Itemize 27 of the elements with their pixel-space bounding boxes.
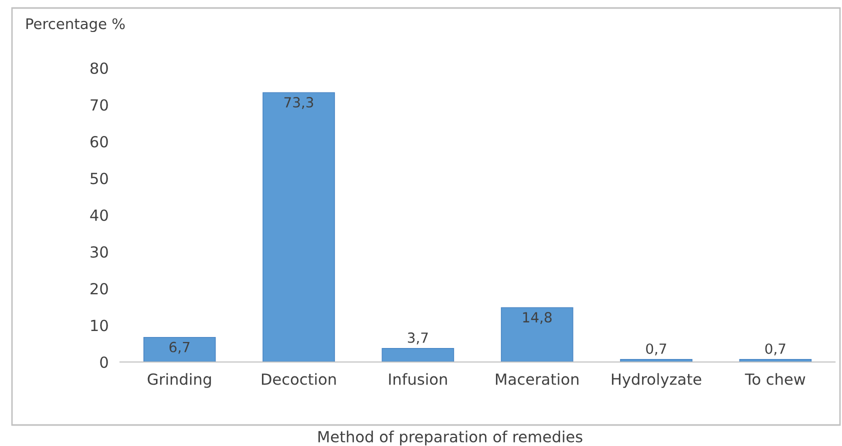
y-tick-label: 10 [91, 320, 108, 332]
data-label: 0,7 [765, 343, 786, 356]
y-tick-label: 50 [90, 172, 108, 184]
x-axis-title: Method of preparation of remedies [318, 430, 582, 446]
x-tick-label: Decoction [262, 373, 336, 385]
data-label: 0,7 [646, 343, 666, 356]
y-tick-label: 30 [90, 246, 108, 258]
x-tick-label: Grinding [148, 373, 211, 388]
data-label: 6,7 [170, 342, 190, 354]
y-axis-title: Percentage % [26, 18, 125, 32]
y-tick-label: 40 [90, 209, 108, 222]
x-tick-label: To chew [744, 373, 806, 385]
data-label: 3,7 [408, 332, 428, 344]
y-tick-label: 60 [90, 136, 108, 148]
x-tick-label: Maceration [496, 373, 578, 385]
bar [500, 307, 574, 362]
bar [143, 336, 216, 362]
bar [382, 348, 454, 362]
y-tick-label: 80 [90, 62, 108, 74]
y-tick-label: 0 [100, 356, 108, 368]
data-label: 14,8 [523, 312, 552, 324]
x-tick-label: Hydrolyzate [612, 373, 702, 388]
y-tick-label: 70 [90, 99, 108, 111]
bar [262, 92, 335, 362]
data-label: 73,3 [284, 97, 314, 109]
y-tick-label: 20 [90, 282, 108, 295]
x-tick-label: Infusion [389, 373, 447, 385]
